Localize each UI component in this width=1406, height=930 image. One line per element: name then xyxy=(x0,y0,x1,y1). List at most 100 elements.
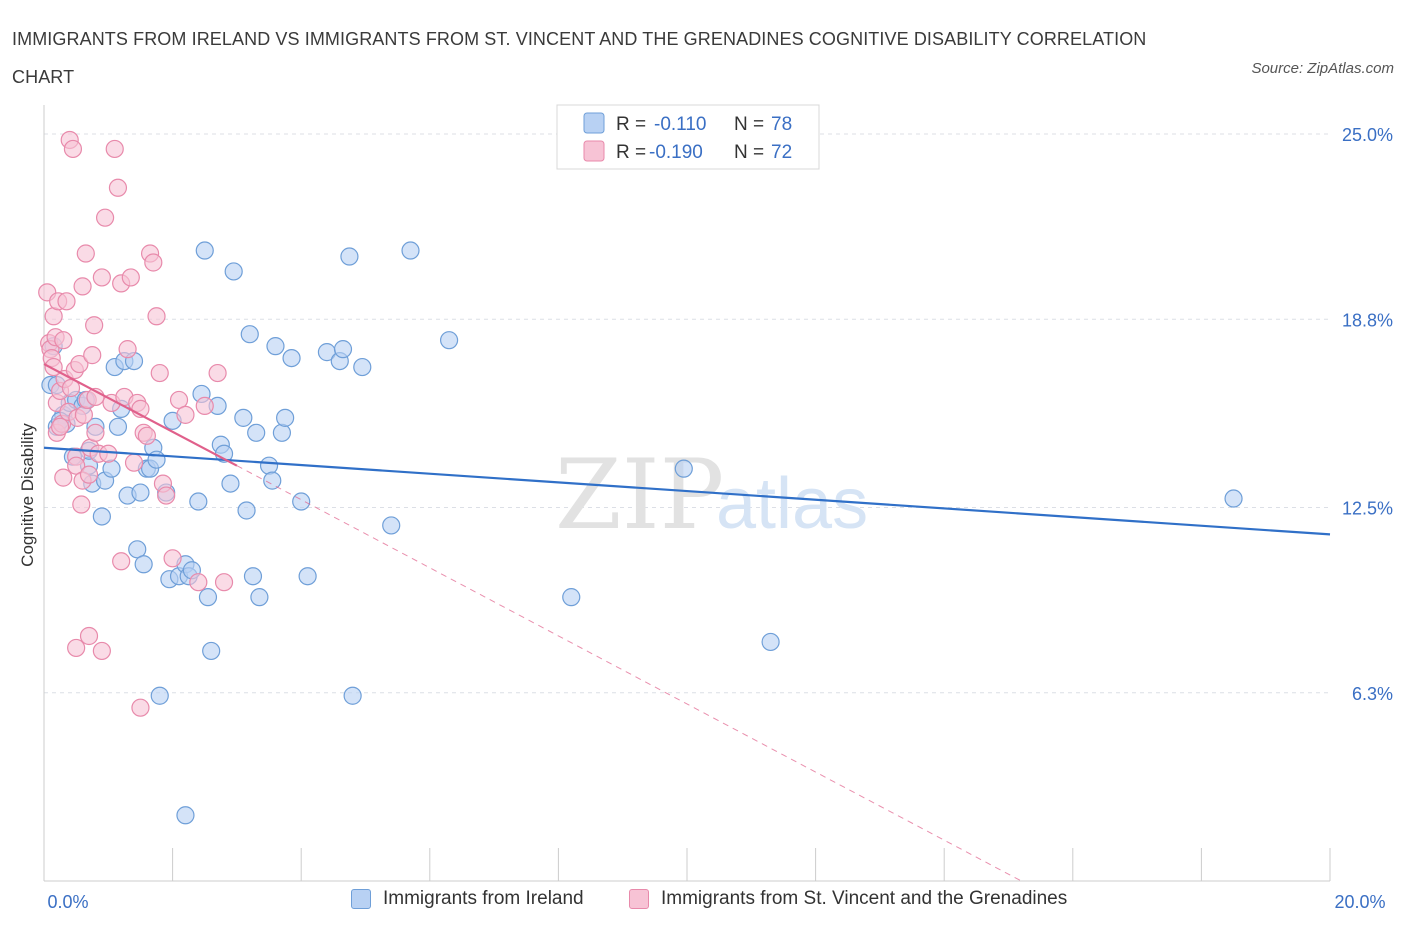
point-svg-41 xyxy=(108,178,128,197)
point-svg-67 xyxy=(92,641,111,661)
point-svg-65 xyxy=(67,638,86,658)
trend-line-ireland xyxy=(43,446,1331,536)
tick-labels: 6.3% 12.5% 18.8% 25.0% 0.0% 20.0% xyxy=(47,125,1393,912)
point-ireland-67 xyxy=(353,357,372,377)
point-ireland-47 xyxy=(224,262,243,281)
legend-label-svg: Immigrants from St. Vincent and the Gren… xyxy=(661,888,1068,909)
point-ireland-30 xyxy=(147,450,166,469)
point-ireland-41 xyxy=(198,588,218,607)
point-svg-59 xyxy=(176,405,195,424)
point-svg-60 xyxy=(189,573,208,592)
stats-r-value-ireland: -0.110 xyxy=(654,114,706,135)
point-ireland-17 xyxy=(102,459,121,478)
point-svg-31 xyxy=(83,346,102,365)
y-tick-label-2: 18.8% xyxy=(1342,310,1393,330)
legend-swatch-ireland xyxy=(351,889,371,909)
point-svg-38 xyxy=(99,444,118,463)
trend-line-svg-extension xyxy=(236,465,1022,882)
stats-r-label-svg: R = xyxy=(616,142,646,163)
stats-n-value-svg: 72 xyxy=(771,142,792,163)
stats-r-label-ireland: R = xyxy=(616,114,646,135)
point-svg-62 xyxy=(208,363,227,383)
stats-swatch-ireland xyxy=(583,112,605,134)
stats-n-value-ireland: 78 xyxy=(771,114,792,135)
point-ireland-70 xyxy=(439,331,459,350)
point-ireland-40 xyxy=(195,241,214,260)
point-ireland-73 xyxy=(562,588,581,607)
point-svg-52 xyxy=(144,253,163,272)
point-svg-32 xyxy=(85,316,104,335)
point-ireland-72 xyxy=(150,686,169,705)
point-svg-66 xyxy=(79,626,99,646)
point-ireland-56 xyxy=(266,337,285,356)
point-ireland-71 xyxy=(176,806,195,825)
point-ireland-59 xyxy=(282,349,301,368)
watermark-zip: ZIP xyxy=(555,439,724,551)
data-points xyxy=(38,130,1243,825)
series-legend: Immigrants from Ireland Immigrants from … xyxy=(0,888,1406,918)
point-svg-46 xyxy=(124,453,144,472)
point-svg-45 xyxy=(121,268,140,287)
point-ireland-46 xyxy=(221,474,240,493)
point-svg-34 xyxy=(86,423,105,442)
watermark: ZIP atlas xyxy=(555,439,868,551)
point-ireland-19 xyxy=(108,417,128,436)
point-ireland-68 xyxy=(382,516,401,535)
point-ireland-52 xyxy=(247,423,266,442)
point-svg-63 xyxy=(214,573,234,592)
stats-n-label-svg: N = xyxy=(734,142,764,163)
y-tick-label-1: 12.5% xyxy=(1342,499,1393,519)
point-ireland-65 xyxy=(340,247,359,266)
point-svg-24 xyxy=(73,277,92,296)
point-ireland-49 xyxy=(237,501,256,520)
x-tick-label-1: 20.0% xyxy=(1334,892,1385,912)
point-ireland-51 xyxy=(243,567,263,586)
point-ireland-25 xyxy=(131,483,150,502)
x-tick-label-0: 0.0% xyxy=(47,892,88,912)
point-svg-40 xyxy=(105,139,124,159)
point-ireland-53 xyxy=(250,588,269,607)
y-tick-label-0: 6.3% xyxy=(1352,684,1393,704)
axes xyxy=(43,105,1331,882)
point-ireland-26 xyxy=(134,555,153,574)
point-svg-56 xyxy=(157,486,176,505)
legend-label-ireland: Immigrants from Ireland xyxy=(383,888,584,909)
point-svg-69 xyxy=(112,552,131,571)
stats-swatch-svg xyxy=(583,140,605,162)
legend-swatch-svg xyxy=(629,889,649,909)
stats-legend: R = -0.110 N = 78 R = -0.190 N = 72 xyxy=(556,104,820,170)
point-svg-71 xyxy=(50,417,70,436)
point-ireland-15 xyxy=(92,507,111,526)
point-svg-27 xyxy=(76,244,95,263)
point-svg-26 xyxy=(74,405,93,424)
point-svg-23 xyxy=(72,495,91,514)
point-ireland-38 xyxy=(189,492,208,511)
source-label: Source: ZipAtlas.com xyxy=(1251,60,1394,77)
point-svg-44 xyxy=(118,340,137,359)
point-ireland-50 xyxy=(240,325,259,344)
point-ireland-54 xyxy=(259,456,279,475)
point-svg-61 xyxy=(195,396,214,416)
point-svg-58 xyxy=(169,390,189,410)
y-tick-label-3: 25.0% xyxy=(1342,125,1393,145)
point-svg-20 xyxy=(67,456,86,475)
point-ireland-76 xyxy=(1224,489,1243,508)
point-ireland-48 xyxy=(234,408,253,427)
point-svg-57 xyxy=(163,549,182,568)
point-ireland-42 xyxy=(202,641,221,661)
point-ireland-60 xyxy=(292,492,311,511)
point-ireland-61 xyxy=(298,567,317,586)
point-svg-53 xyxy=(147,307,166,326)
legend-item-ireland: Immigrants from Ireland xyxy=(351,888,584,910)
point-ireland-58 xyxy=(276,408,295,427)
point-svg-22 xyxy=(70,354,89,374)
stats-n-label-ireland: N = xyxy=(734,114,764,135)
point-svg-50 xyxy=(137,426,156,445)
chart-title: IMMIGRANTS FROM IRELAND VS IMMIGRANTS FR… xyxy=(12,29,1147,87)
point-svg-68 xyxy=(131,698,150,717)
point-ireland-55 xyxy=(263,471,282,490)
point-svg-64 xyxy=(54,468,73,487)
watermark-atlas: atlas xyxy=(716,464,868,544)
point-ireland-75 xyxy=(761,632,780,652)
point-svg-11 xyxy=(54,331,73,350)
